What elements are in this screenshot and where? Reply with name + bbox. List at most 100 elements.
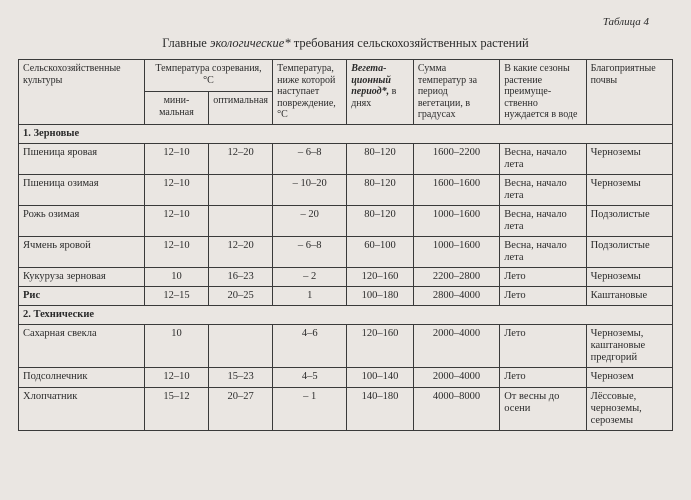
cell-min: 10 [144,268,208,287]
cell-veg: 100–180 [347,287,414,306]
cell-soil: Чернозем [586,368,672,387]
col-header-temp-opt: опти­мальная [209,92,273,124]
cell-min: 12–10 [144,143,208,174]
table-row: Кукуруза зерновая 10 16–23 – 2 120–160 2… [19,268,673,287]
section-row: 2. Технические [19,306,673,325]
cell-min: 12–10 [144,205,208,236]
cell-dmg: – 10–20 [273,174,347,205]
cell-sea: Весна, на­чало лета [500,174,586,205]
col-header-soils: Благоприят­ные почвы [586,60,672,125]
cell-veg: 80–120 [347,205,414,236]
cell-sea: Лето [500,287,586,306]
cell-soil: Каштановые [586,287,672,306]
table-row: Рис 12–15 20–25 1 100–180 2800–4000 Лето… [19,287,673,306]
cell-soil: Черноземы [586,174,672,205]
table-number-label: Таблица 4 [18,16,673,28]
cell-sum: 1600–2200 [413,143,499,174]
table-row: Пшеница озимая 12–10 – 10–20 80–120 1600… [19,174,673,205]
cell-sum: 2800–4000 [413,287,499,306]
cell-sum: 2200–2800 [413,268,499,287]
cell-sum: 2000–4000 [413,325,499,368]
table-row: Подсолнечник 12–10 15–23 4–5 100–140 200… [19,368,673,387]
cell-sum: 4000–8000 [413,387,499,430]
cell-name: Сахарная свекла [19,325,145,368]
cell-sea: От весны до осени [500,387,586,430]
title-text-pre: Главные [162,36,210,50]
cell-min: 12–15 [144,287,208,306]
cell-veg: 140–180 [347,387,414,430]
cell-opt [209,325,273,368]
cell-veg: 80–120 [347,174,414,205]
cell-min: 12–10 [144,174,208,205]
cell-name: Пшеница яровая [19,143,145,174]
section-row: 1. Зерновые [19,124,673,143]
table-row: Пшеница яровая 12–10 12–20 – 6–8 80–120 … [19,143,673,174]
col-header-veg-period: Вегета­ционный период*, в днях [347,60,414,125]
cell-min: 12–10 [144,368,208,387]
veg-period-em: Вегета­ционный период*, [351,63,391,97]
requirements-table: Сельскохозяйственные культуры Температур… [18,59,673,431]
cell-name: Подсолнечник [19,368,145,387]
col-header-temp-damage: Температу­ра, ниже которой наступает пов… [273,60,347,125]
cell-dmg: 4–5 [273,368,347,387]
cell-opt: 20–25 [209,287,273,306]
cell-dmg: – 20 [273,205,347,236]
section-2-label: 2. Технические [19,306,673,325]
cell-opt: 16–23 [209,268,273,287]
table-row: Хлопчатник 15–12 20–27 – 1 140–180 4000–… [19,387,673,430]
cell-name: Пшеница озимая [19,174,145,205]
cell-sum: 1000–1600 [413,205,499,236]
cell-soil: Лёссовые, черноземы, сероземы [586,387,672,430]
cell-sum: 2000–4000 [413,368,499,387]
cell-veg: 120–160 [347,325,414,368]
cell-sum: 1600–1600 [413,174,499,205]
cell-name: Хлопчатник [19,387,145,430]
cell-dmg: – 2 [273,268,347,287]
cell-sea: Весна, на­чало лета [500,236,586,267]
cell-sea: Лето [500,325,586,368]
cell-sea: Весна, на­чало лета [500,143,586,174]
cell-soil: Подзолис­тые [586,236,672,267]
cell-opt [209,205,273,236]
col-header-seasons: В какие сезоны растение преимуще­ственно… [500,60,586,125]
table-title: Главные экологические* требования сельск… [18,36,673,51]
cell-min: 10 [144,325,208,368]
cell-veg: 80–120 [347,143,414,174]
cell-name: Рис [19,287,145,306]
cell-opt: 20–27 [209,387,273,430]
cell-opt: 15–23 [209,368,273,387]
cell-dmg: 1 [273,287,347,306]
cell-dmg: – 6–8 [273,236,347,267]
cell-veg: 60–100 [347,236,414,267]
cell-dmg: 4–6 [273,325,347,368]
table-row: Ячмень яровой 12–10 12–20 – 6–8 60–100 1… [19,236,673,267]
cell-sum: 1000–1600 [413,236,499,267]
cell-soil: Подзолис­тые [586,205,672,236]
cell-veg: 120–160 [347,268,414,287]
cell-sea: Весна, на­чало лета [500,205,586,236]
col-header-crops: Сельскохозяйственные культуры [19,60,145,125]
cell-soil: Черноземы [586,143,672,174]
cell-opt: 12–20 [209,143,273,174]
cell-sea: Лето [500,268,586,287]
section-1-label: 1. Зерновые [19,124,673,143]
cell-name: Ячмень яровой [19,236,145,267]
cell-opt: 12–20 [209,236,273,267]
cell-veg: 100–140 [347,368,414,387]
title-text-post: требования сельскохозяйственных растений [291,36,529,50]
col-header-temp-mature: Температура созревания, °С [144,60,272,92]
cell-name: Кукуруза зерновая [19,268,145,287]
table-row: Рожь озимая 12–10 – 20 80–120 1000–1600 … [19,205,673,236]
cell-name: Рожь озимая [19,205,145,236]
cell-dmg: – 6–8 [273,143,347,174]
cell-min: 12–10 [144,236,208,267]
table-row: Сахарная свекла 10 4–6 120–160 2000–4000… [19,325,673,368]
cell-dmg: – 1 [273,387,347,430]
title-text-em: экологические* [210,36,291,50]
cell-soil: Черноземы [586,268,672,287]
cell-opt [209,174,273,205]
cell-min: 15–12 [144,387,208,430]
col-header-sum-temp: Сумма температур за период вегетации, в … [413,60,499,125]
cell-soil: Черноземы, каштановые предгорий [586,325,672,368]
col-header-temp-min: мини­мальная [144,92,208,124]
